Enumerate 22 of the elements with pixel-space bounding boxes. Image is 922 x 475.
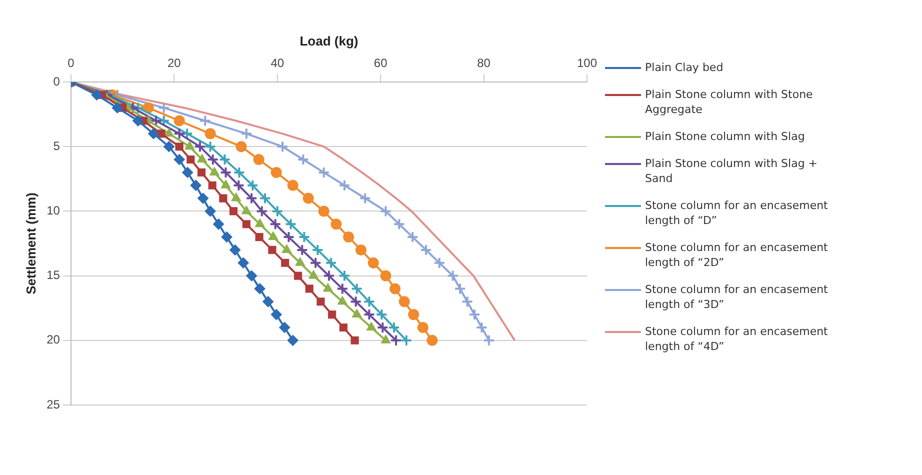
- legend-label: Stone column for an encasement length of “2D”: [645, 240, 829, 270]
- x-tick-label: 60: [374, 56, 388, 70]
- y-tick-label: 15: [46, 268, 60, 282]
- y-tick-label: 25: [46, 397, 60, 412]
- legend-label: Plain Clay bed: [645, 60, 724, 75]
- y-tick-label: 10: [46, 204, 60, 218]
- x-tick-label: 40: [270, 56, 284, 70]
- legend-label: Stone column for an encasement length of “4D”: [645, 324, 829, 354]
- legend-label: Plain Stone column with Slag: [645, 129, 805, 144]
- legend-label: Stone column for an encasement length of “3D”: [645, 282, 829, 312]
- legend-label: Plain Stone column with Slag + Sand: [645, 156, 819, 186]
- x-tick-label: 80: [477, 56, 491, 70]
- legend-label: Stone column for an encasement length of “D”: [645, 198, 829, 228]
- x-tick-label: 20: [167, 56, 182, 70]
- y-axis-title: Settlement (mm): [23, 192, 38, 294]
- x-tick-label: 0: [68, 56, 75, 70]
- x-tick-label: 100: [576, 56, 598, 70]
- legend-label: Plain Stone column with Stone Aggregate: [645, 87, 814, 117]
- y-tick-label: 0: [53, 74, 60, 88]
- y-tick-label: 5: [53, 138, 60, 153]
- x-axis-title: Load (kg): [300, 33, 358, 48]
- y-tick-label: 20: [46, 332, 60, 347]
